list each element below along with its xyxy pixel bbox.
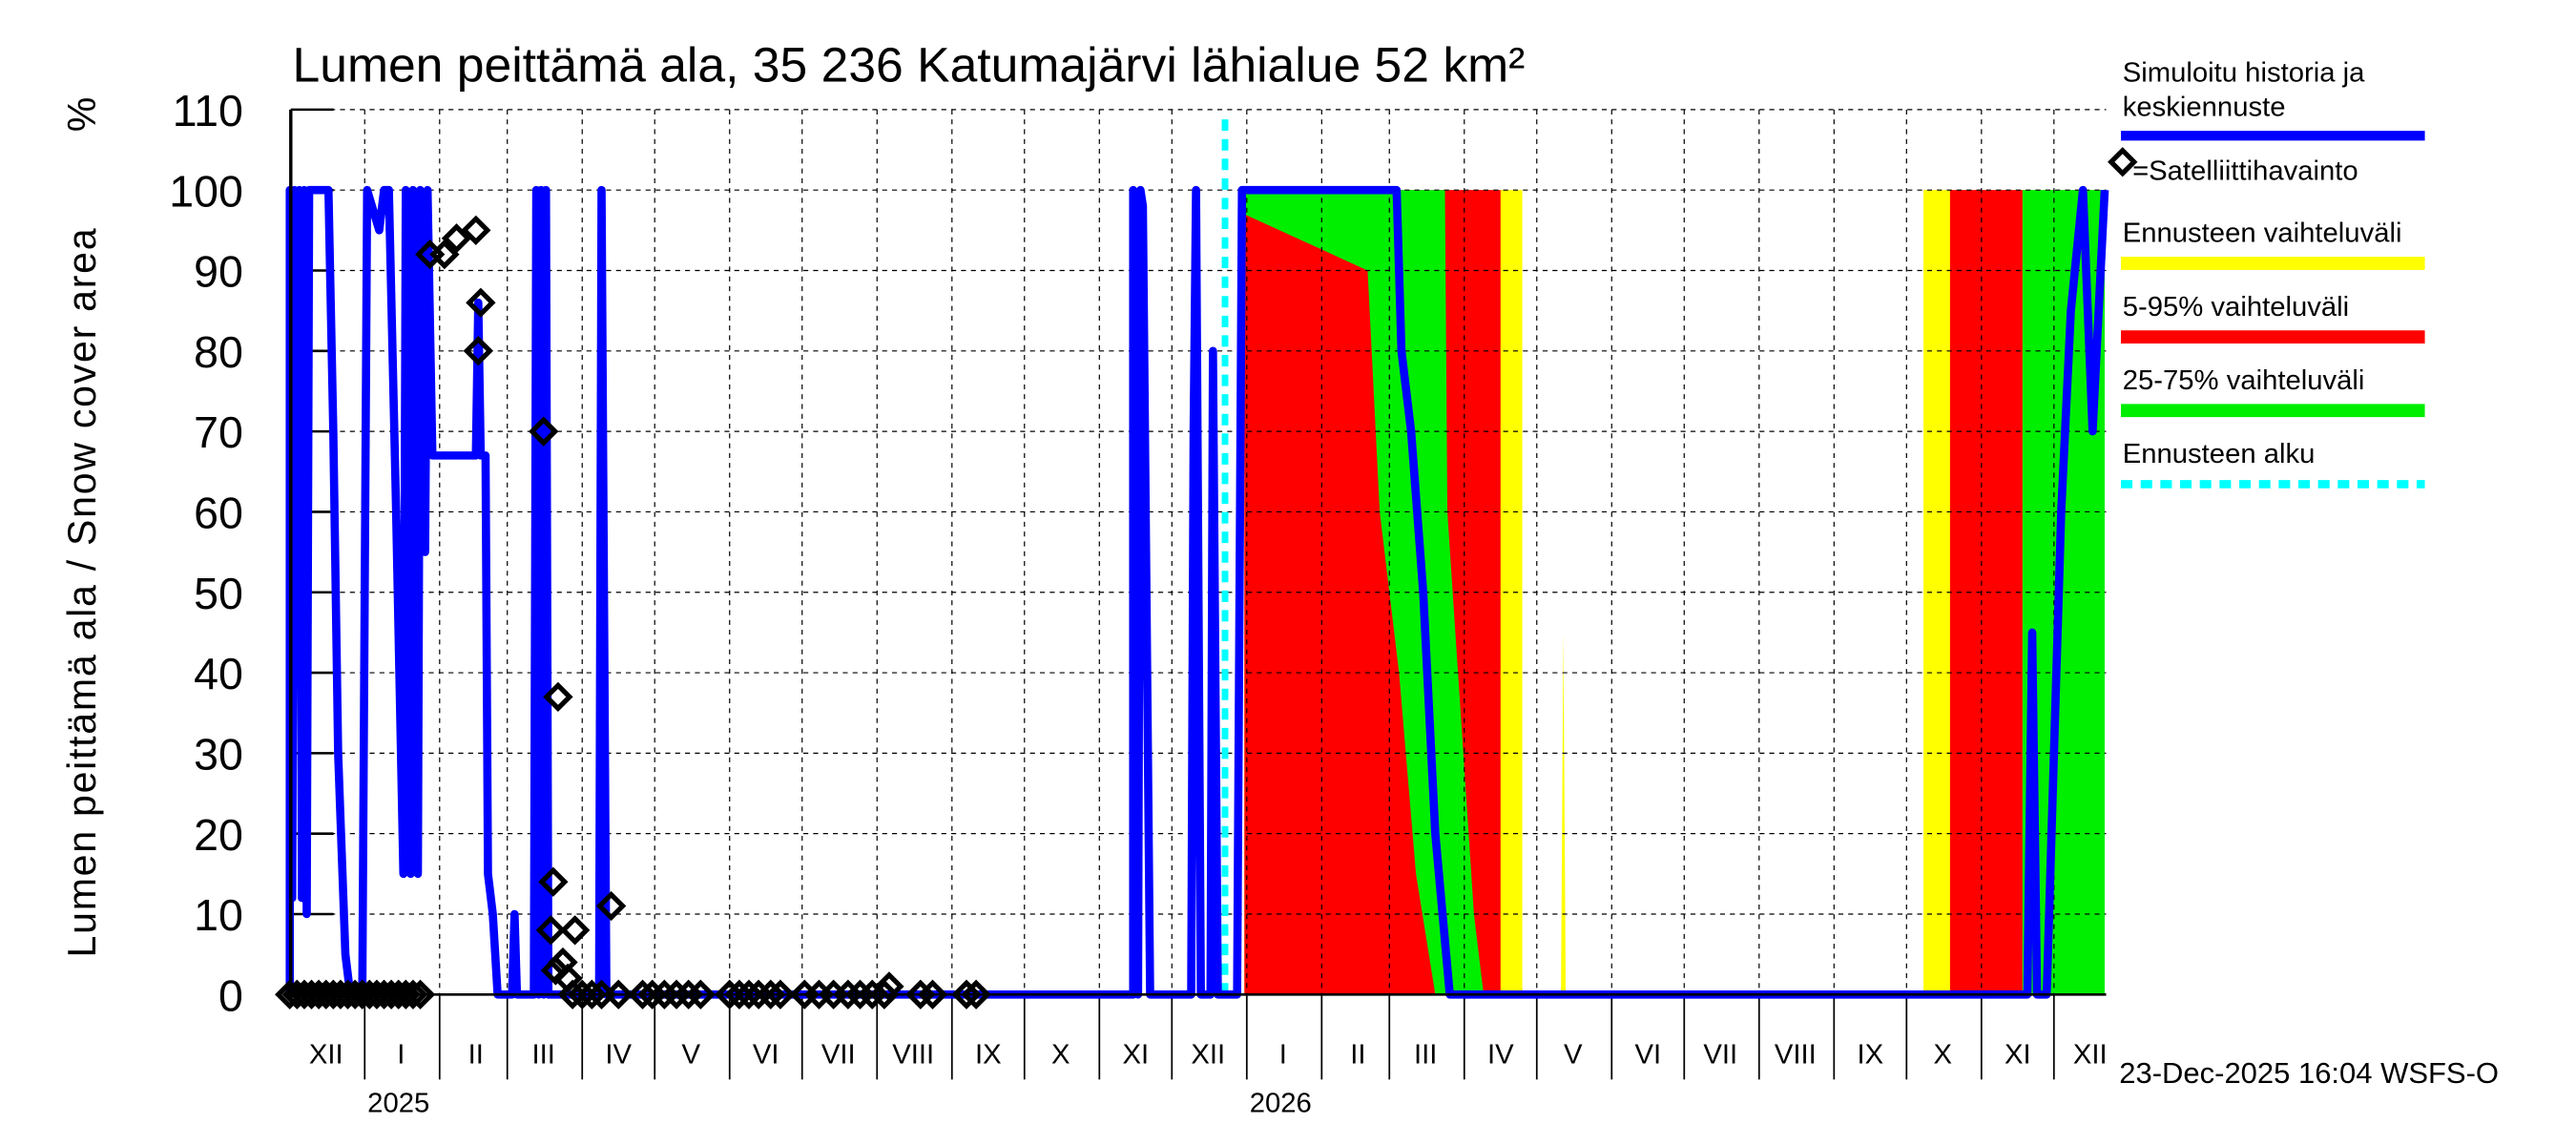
y-axis-label: Lumen peittämä ala / Snow cover area <box>60 227 104 958</box>
y-tick-label: 10 <box>194 890 243 940</box>
observation-diamond <box>627 979 658 1010</box>
legend-observation: =Satelliittihavainto <box>2132 156 2358 187</box>
observation-diamond <box>961 979 991 1010</box>
observation-diamond <box>724 979 755 1010</box>
legend-p25-75: 25-75% vaihteluväli <box>2123 365 2365 396</box>
month-label: VI <box>753 1039 779 1070</box>
observation-diamond <box>538 866 569 897</box>
timestamp: 23-Dec-2025 16:04 WSFS-O <box>2119 1056 2499 1090</box>
month-label: III <box>1414 1039 1437 1070</box>
y-tick-label: 50 <box>194 569 243 618</box>
observation-diamond <box>869 979 900 1010</box>
observation-diamond <box>567 979 597 1010</box>
observation-diamond <box>461 215 491 245</box>
observation-diamond <box>576 979 608 1010</box>
observation-diamond <box>756 979 786 1010</box>
observation-diamond <box>734 979 764 1010</box>
y-tick-label: 80 <box>194 327 243 377</box>
observation-diamond <box>405 979 436 1010</box>
observation-diamond <box>559 915 591 946</box>
observation-diamond <box>595 890 627 922</box>
month-label: V <box>681 1039 700 1070</box>
month-label: VIII <box>1775 1039 1817 1070</box>
month-label: X <box>1051 1039 1070 1070</box>
x-axis-labels: XII I II III IV V VI VII VIII IX X XI XII I II III IV V VI… <box>309 994 2108 1119</box>
month-label: IX <box>975 1039 1002 1070</box>
y-axis-unit: % <box>60 97 104 133</box>
month-label: XII <box>309 1039 343 1070</box>
month-label: I <box>1279 1039 1287 1070</box>
month-label: XII <box>1191 1039 1225 1070</box>
month-label: II <box>1350 1039 1365 1070</box>
month-label: XI <box>1122 1039 1149 1070</box>
y-tick-label: 70 <box>194 407 243 457</box>
observation-diamond <box>463 336 494 366</box>
observation-diamond <box>398 979 428 1010</box>
observation-diamond <box>466 287 496 318</box>
month-label: IV <box>605 1039 632 1070</box>
y-tick-label: 60 <box>194 489 243 538</box>
observation-diamond <box>685 979 717 1010</box>
forecast-bands <box>1244 190 2106 995</box>
y-tick-label: 40 <box>194 649 243 698</box>
observation-diamond <box>543 681 573 712</box>
band-p25-75 <box>2022 190 2106 995</box>
month-label: IX <box>1857 1039 1883 1070</box>
observation-diamond <box>535 915 567 946</box>
observation-diamond <box>529 416 559 447</box>
observation-diamond <box>874 971 904 1002</box>
month-label: IV <box>1487 1039 1514 1070</box>
legend-forecast-start: Ennusteen alku <box>2123 439 2316 469</box>
legend-p5-95: 5-95% vaihteluväli <box>2123 292 2349 323</box>
legend-median-line1: Simuloitu historia ja <box>2123 58 2365 89</box>
observation-diamond <box>540 955 571 986</box>
month-label: XI <box>2005 1039 2031 1070</box>
month-label: VI <box>1634 1039 1661 1070</box>
month-label: V <box>1564 1039 1583 1070</box>
legend-observation-diamond-icon <box>2108 147 2138 177</box>
month-label: XII <box>2073 1039 2108 1070</box>
band-p25-75 <box>1244 190 1485 995</box>
y-axis-ticks: 0 10 20 30 40 50 60 70 80 90 100 110 <box>169 86 334 1021</box>
legend-range: Ennusteen vaihteluväli <box>2123 219 2402 249</box>
observation-series <box>275 215 991 1010</box>
observation-diamond <box>441 223 472 254</box>
legend-median-line2: keskiennuste <box>2123 93 2286 123</box>
y-tick-label: 90 <box>194 247 243 297</box>
month-label: VII <box>1703 1039 1737 1070</box>
month-label: X <box>1934 1039 1953 1070</box>
y-tick-label: 20 <box>194 810 243 860</box>
y-tick-label: 0 <box>218 971 243 1021</box>
observation-diamond <box>951 979 982 1010</box>
month-label: VII <box>821 1039 856 1070</box>
month-label: VIII <box>892 1039 934 1070</box>
observation-diamond <box>715 979 745 1010</box>
band-range <box>1561 632 1567 995</box>
month-label: II <box>468 1039 484 1070</box>
month-label: III <box>532 1039 555 1070</box>
legend: Simuloitu historia ja keskiennuste =Sate… <box>2108 58 2425 489</box>
observation-diamond <box>603 979 634 1010</box>
observation-diamond <box>765 979 796 1010</box>
chart-title: Lumen peittämä ala, 35 236 Katumajärvi l… <box>293 37 1526 93</box>
observation-diamond <box>429 239 460 270</box>
observation-diamond <box>557 979 588 1010</box>
y-tick-label: 30 <box>194 730 243 780</box>
year-label: 2025 <box>367 1089 429 1119</box>
y-tick-label: 110 <box>173 86 243 135</box>
y-tick-label: 100 <box>169 166 243 216</box>
observation-diamond <box>917 979 948 1010</box>
year-label: 2026 <box>1250 1089 1312 1119</box>
month-label: I <box>397 1039 405 1070</box>
